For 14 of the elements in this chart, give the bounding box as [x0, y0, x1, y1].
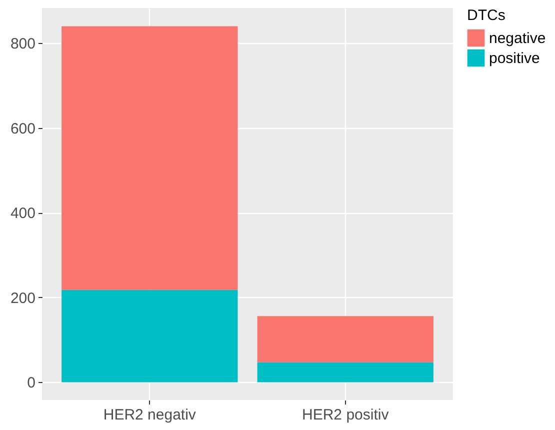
x-tick-label: HER2 negativ	[103, 406, 196, 424]
bar	[257, 316, 434, 362]
y-tick-label: 600	[10, 120, 36, 138]
bar	[257, 362, 434, 382]
legend-title: DTCs	[467, 7, 506, 24]
y-tick-label: 400	[10, 205, 36, 222]
y-tick-label: 200	[10, 290, 36, 307]
legend-label: negative	[489, 30, 546, 47]
y-tick-label: 0	[27, 374, 36, 392]
bar	[62, 26, 238, 290]
bar	[62, 290, 238, 382]
x-tick-label: HER2 positiv	[302, 406, 390, 424]
y-tick-label: 800	[10, 36, 36, 53]
legend-label: positive	[489, 50, 540, 67]
